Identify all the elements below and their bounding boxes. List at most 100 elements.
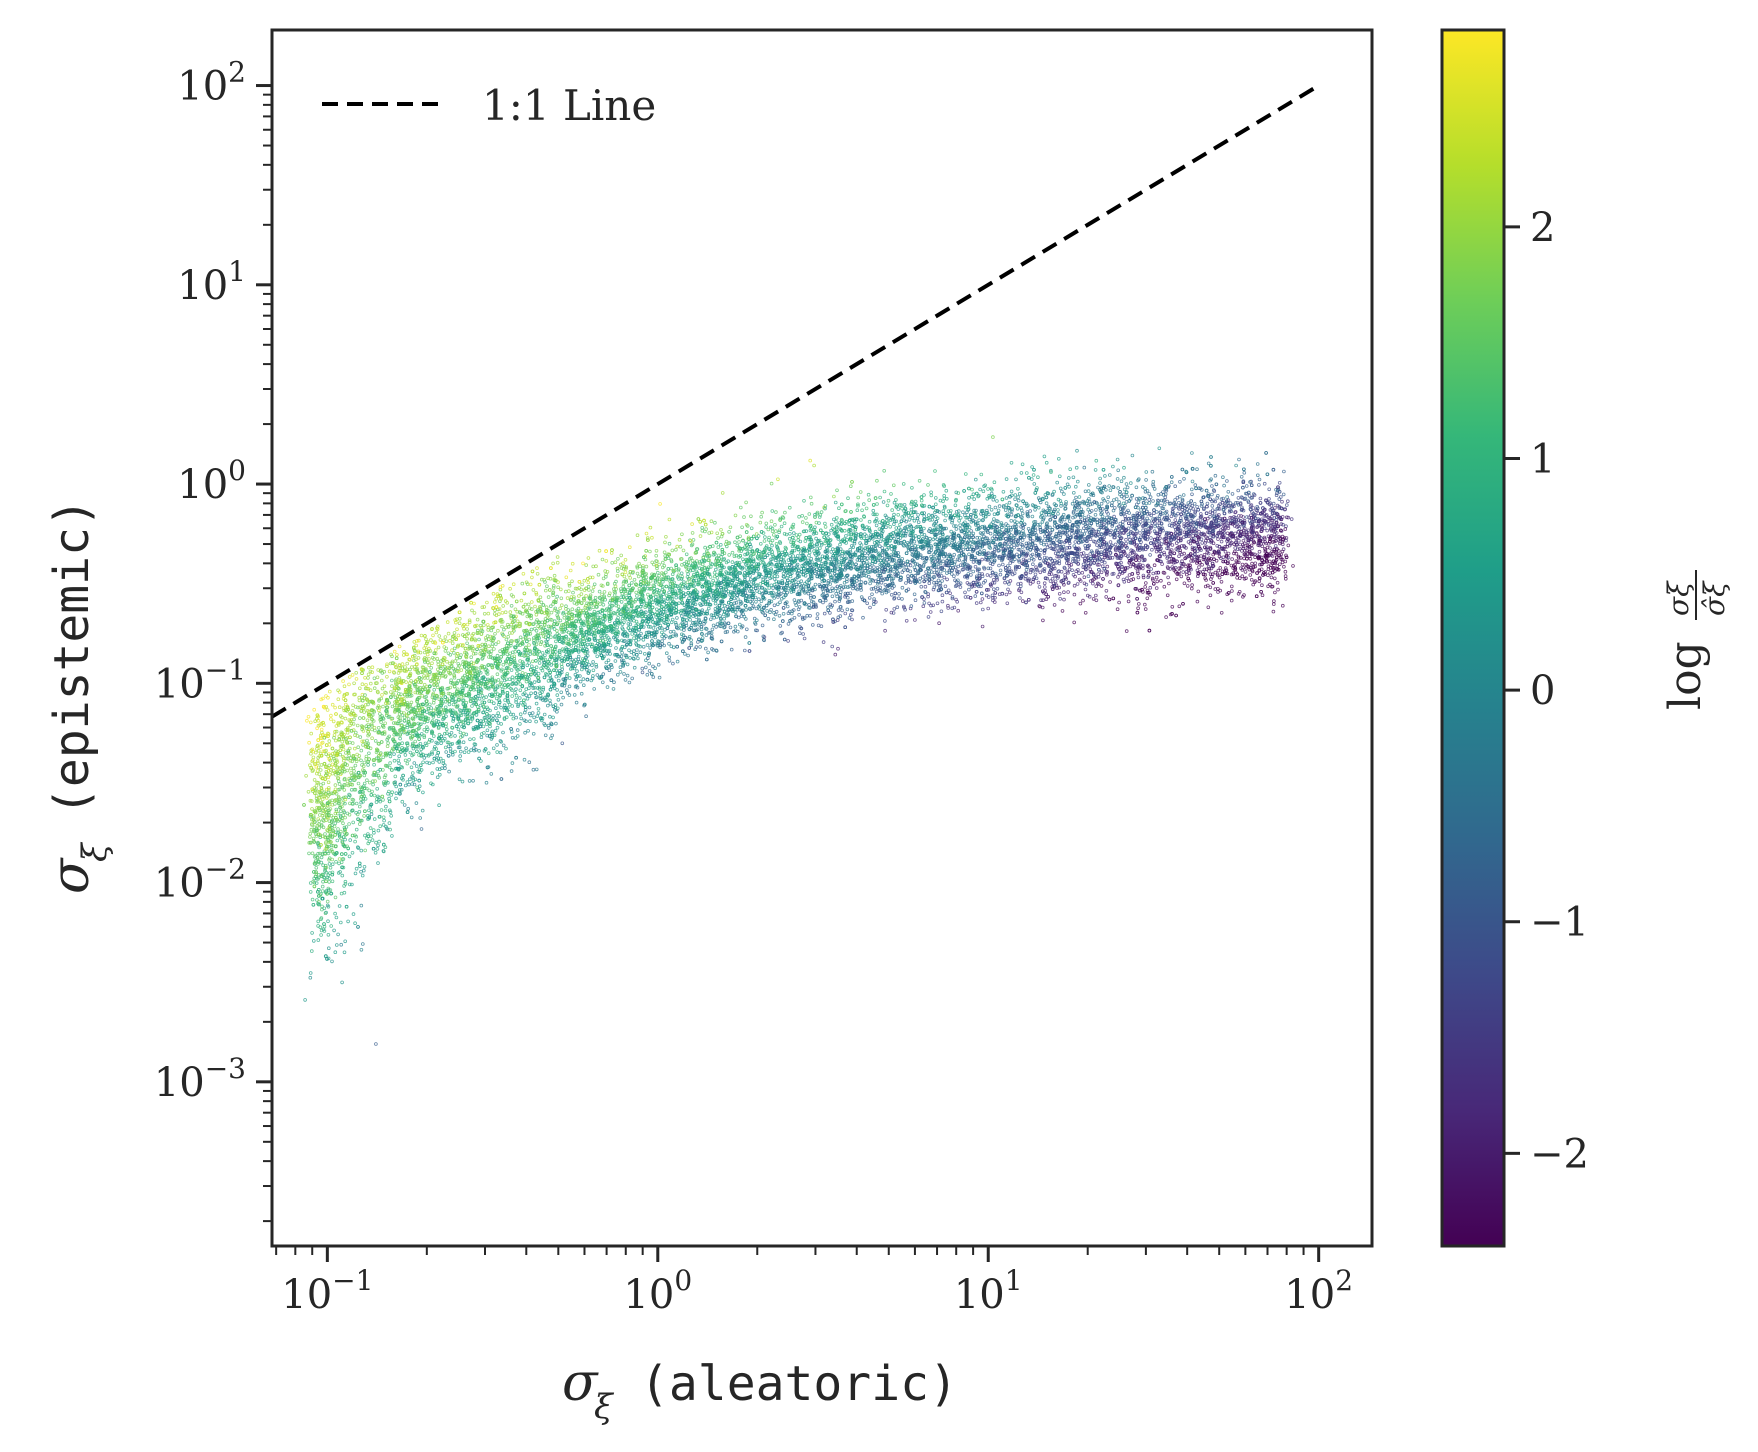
scatter-point xyxy=(1206,492,1211,496)
scatter-point xyxy=(1260,593,1265,597)
scatter-point xyxy=(764,521,769,526)
scatter-point xyxy=(830,578,834,583)
scatter-point xyxy=(430,771,435,775)
scatter-point xyxy=(529,664,534,669)
scatter-point xyxy=(797,631,802,635)
scatter-point xyxy=(711,623,716,628)
scatter-point xyxy=(958,585,963,589)
scatter-point xyxy=(1056,554,1061,559)
scatter-point xyxy=(373,850,378,855)
scatter-point xyxy=(871,512,876,517)
scatter-point xyxy=(444,750,449,754)
scatter-points xyxy=(302,435,1295,1046)
scatter-point xyxy=(402,803,407,807)
scatter-point xyxy=(482,605,487,609)
scatter-point xyxy=(974,601,979,605)
scatter-point xyxy=(797,612,801,617)
scatter-point xyxy=(500,687,505,692)
scatter-point xyxy=(340,873,345,878)
scatter-point xyxy=(554,668,558,673)
scatter-point xyxy=(416,638,421,643)
scatter-point xyxy=(1216,568,1221,573)
scatter-point xyxy=(651,664,655,669)
scatter-point xyxy=(592,687,596,691)
scatter-point xyxy=(315,898,319,902)
scatter-point xyxy=(506,634,511,639)
scatter-point xyxy=(1151,499,1155,503)
scatter-point xyxy=(1176,511,1180,516)
scatter-point xyxy=(919,584,924,589)
scatter-point xyxy=(354,801,359,806)
scatter-point xyxy=(396,758,401,763)
scatter-point xyxy=(1167,581,1171,586)
scatter-point xyxy=(929,603,933,608)
scatter-point xyxy=(954,509,959,514)
scatter-point xyxy=(362,739,366,744)
scatter-point xyxy=(391,721,396,725)
scatter-point xyxy=(708,565,713,569)
scatter-point xyxy=(1190,451,1194,455)
scatter-point xyxy=(946,588,951,593)
scatter-point xyxy=(567,693,572,697)
scatter-point xyxy=(545,584,549,589)
scatter-point xyxy=(337,705,342,709)
scatter-point xyxy=(958,563,963,567)
scatter-point xyxy=(1143,607,1148,611)
scatter-point xyxy=(597,595,602,600)
scatter-point xyxy=(935,601,940,606)
scatter-point xyxy=(733,624,738,629)
scatter-point xyxy=(679,626,683,631)
scatter-point xyxy=(448,661,452,666)
scatter-point xyxy=(952,524,956,528)
scatter-point xyxy=(1258,562,1262,567)
scatter-point xyxy=(1062,597,1066,602)
scatter-point xyxy=(931,603,935,608)
scatter-point xyxy=(988,531,993,536)
scatter-point xyxy=(771,590,775,595)
scatter-point xyxy=(564,575,569,580)
scatter-point xyxy=(491,701,496,705)
scatter-point xyxy=(1200,562,1204,567)
scatter-point xyxy=(310,897,315,902)
scatter-point xyxy=(667,590,671,595)
scatter-point xyxy=(945,577,949,582)
scatter-point xyxy=(998,572,1003,577)
scatter-point xyxy=(618,587,623,591)
scatter-point xyxy=(308,975,313,980)
scatter-point xyxy=(1223,549,1228,554)
scatter-point xyxy=(1122,475,1126,480)
scatter-point xyxy=(927,581,932,585)
scatter-point xyxy=(400,723,404,727)
scatter-point xyxy=(1257,549,1262,554)
scatter-point xyxy=(830,594,835,599)
scatter-point xyxy=(439,741,443,745)
scatter-point xyxy=(1229,598,1234,603)
scatter-point xyxy=(387,669,392,674)
scatter-point xyxy=(561,695,565,700)
scatter-point xyxy=(660,560,665,565)
scatter-point xyxy=(944,526,948,531)
scatter-point xyxy=(443,745,448,750)
scatter-point xyxy=(405,761,410,766)
scatter-point xyxy=(882,468,886,473)
scatter-point xyxy=(394,791,399,795)
scatter-point xyxy=(1190,583,1194,587)
scatter-point xyxy=(1071,511,1076,515)
scatter-point xyxy=(567,583,572,588)
scatter-point xyxy=(350,850,355,855)
scatter-point xyxy=(432,687,437,692)
scatter-point xyxy=(628,656,632,660)
scatter-point xyxy=(337,904,342,908)
scatter-point xyxy=(392,649,397,654)
scatter-point xyxy=(682,628,686,632)
scatter-point xyxy=(537,687,542,691)
scatter-point xyxy=(501,662,506,667)
scatter-point xyxy=(782,521,787,525)
scatter-point xyxy=(875,478,879,483)
scatter-point xyxy=(993,542,998,547)
scatter-point xyxy=(405,780,410,784)
scatter-point xyxy=(892,607,897,611)
scatter-point xyxy=(1154,570,1159,575)
scatter-point xyxy=(508,610,513,614)
